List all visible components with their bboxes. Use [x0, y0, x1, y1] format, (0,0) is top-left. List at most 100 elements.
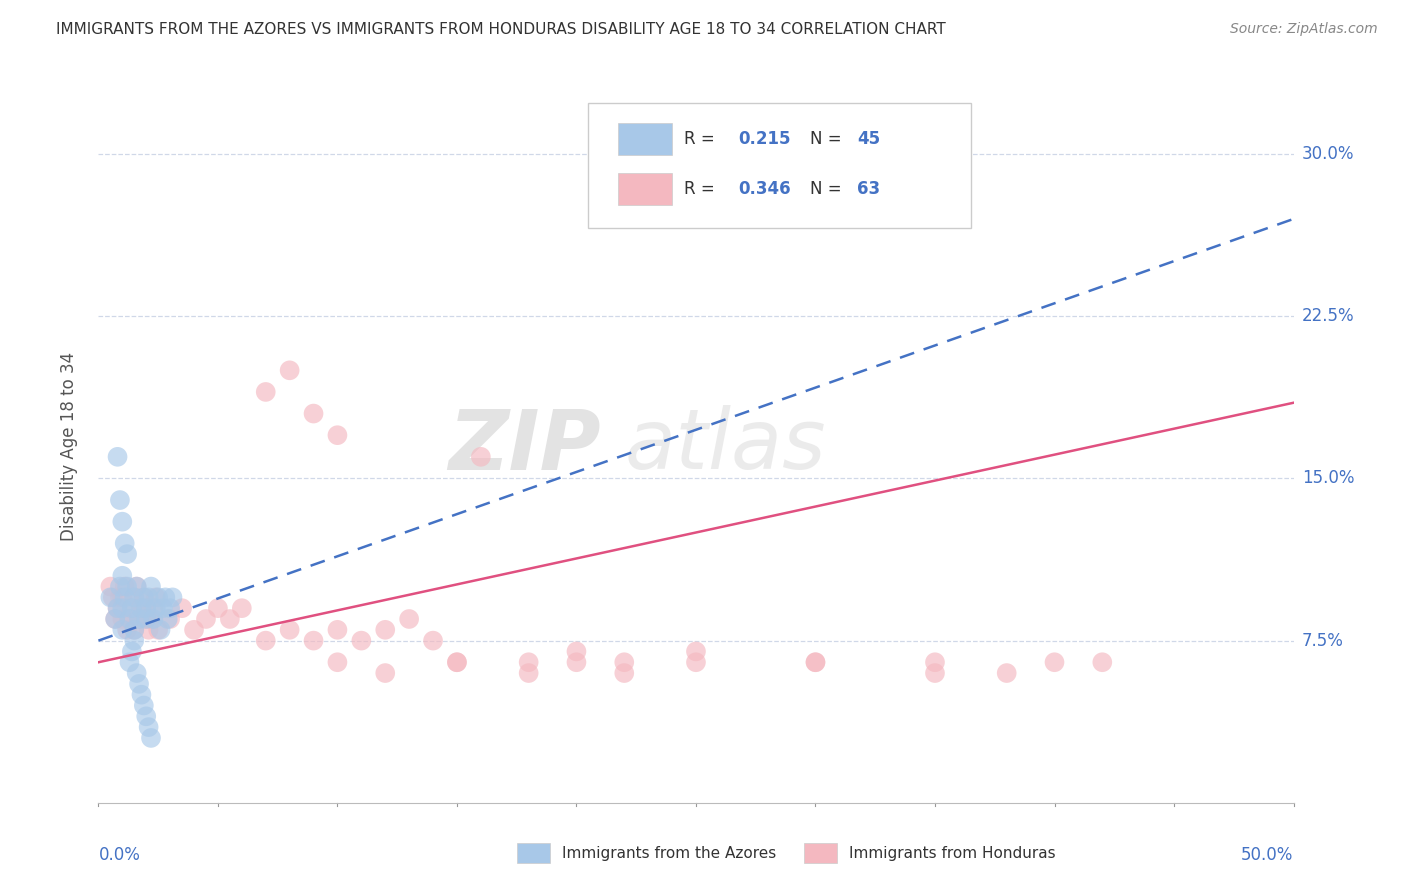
Point	[194, 612, 217, 626]
Point	[685, 644, 707, 658]
Text: R =: R =	[685, 180, 720, 198]
FancyBboxPatch shape	[619, 173, 672, 205]
Point	[125, 580, 148, 594]
Point	[111, 515, 134, 529]
Point	[231, 601, 253, 615]
Point	[101, 591, 124, 605]
Point	[219, 612, 242, 626]
Point	[155, 591, 177, 605]
Point	[98, 591, 122, 605]
Point	[139, 731, 162, 745]
Point	[135, 601, 157, 615]
Point	[565, 655, 588, 669]
Point	[374, 623, 396, 637]
Point	[254, 384, 277, 399]
Point	[135, 601, 157, 615]
Point	[162, 591, 184, 605]
Point	[446, 655, 468, 669]
Point	[139, 580, 162, 594]
Point	[470, 450, 492, 464]
Point	[124, 591, 146, 605]
Point	[517, 666, 540, 681]
Point	[398, 612, 420, 626]
Text: Immigrants from the Azores: Immigrants from the Azores	[562, 846, 776, 861]
Point	[138, 623, 160, 637]
Point	[111, 568, 134, 582]
Point	[159, 612, 181, 626]
Point	[114, 591, 136, 605]
Point	[148, 623, 170, 637]
Text: ZIP: ZIP	[447, 406, 600, 486]
Point	[302, 407, 325, 421]
Point	[118, 655, 141, 669]
Point	[326, 623, 349, 637]
Point	[142, 601, 165, 615]
Point	[132, 591, 155, 605]
Point	[128, 612, 150, 626]
Point	[183, 623, 205, 637]
Point	[125, 580, 148, 594]
Point	[145, 591, 167, 605]
Point	[108, 580, 131, 594]
Point	[517, 655, 540, 669]
Point	[374, 666, 396, 681]
Point	[172, 601, 194, 615]
Point	[159, 601, 181, 615]
Text: 0.0%: 0.0%	[98, 846, 141, 863]
Point	[804, 655, 827, 669]
Point	[104, 612, 127, 626]
Point	[121, 644, 143, 658]
Point	[565, 644, 588, 658]
Text: Immigrants from Honduras: Immigrants from Honduras	[849, 846, 1056, 861]
Text: 22.5%: 22.5%	[1302, 307, 1354, 326]
Point	[135, 612, 157, 626]
Point	[128, 612, 150, 626]
Point	[254, 633, 277, 648]
Point	[924, 666, 946, 681]
Point	[278, 363, 301, 377]
Point	[613, 655, 636, 669]
Point	[685, 655, 707, 669]
Point	[422, 633, 444, 648]
Point	[124, 591, 146, 605]
Point	[125, 666, 148, 681]
Point	[139, 612, 162, 626]
Point	[108, 493, 131, 508]
Y-axis label: Disability Age 18 to 34: Disability Age 18 to 34	[59, 351, 77, 541]
Point	[107, 601, 129, 615]
Point	[142, 612, 165, 626]
Text: 7.5%: 7.5%	[1302, 632, 1344, 649]
FancyBboxPatch shape	[619, 123, 672, 155]
Point	[207, 601, 229, 615]
Point	[131, 601, 153, 615]
Point	[98, 580, 122, 594]
Text: 50.0%: 50.0%	[1241, 846, 1294, 863]
Point	[131, 601, 153, 615]
Text: Source: ZipAtlas.com: Source: ZipAtlas.com	[1230, 22, 1378, 37]
Point	[111, 612, 134, 626]
Point	[148, 591, 170, 605]
Point	[115, 623, 138, 637]
Point	[107, 450, 129, 464]
Point	[121, 601, 143, 615]
Point	[446, 655, 468, 669]
Point	[1091, 655, 1114, 669]
Point	[107, 601, 129, 615]
Point	[1043, 655, 1066, 669]
Point	[302, 633, 325, 648]
Text: 0.346: 0.346	[738, 180, 790, 198]
Point	[278, 623, 301, 637]
Point	[135, 709, 157, 723]
Point	[132, 591, 155, 605]
Point	[115, 580, 138, 594]
Point	[135, 612, 157, 626]
Point	[138, 720, 160, 734]
Point	[118, 612, 141, 626]
Point	[152, 601, 174, 615]
Point	[138, 591, 160, 605]
Point	[108, 591, 131, 605]
FancyBboxPatch shape	[804, 844, 837, 863]
Point	[156, 612, 179, 626]
FancyBboxPatch shape	[517, 844, 550, 863]
Point	[924, 655, 946, 669]
